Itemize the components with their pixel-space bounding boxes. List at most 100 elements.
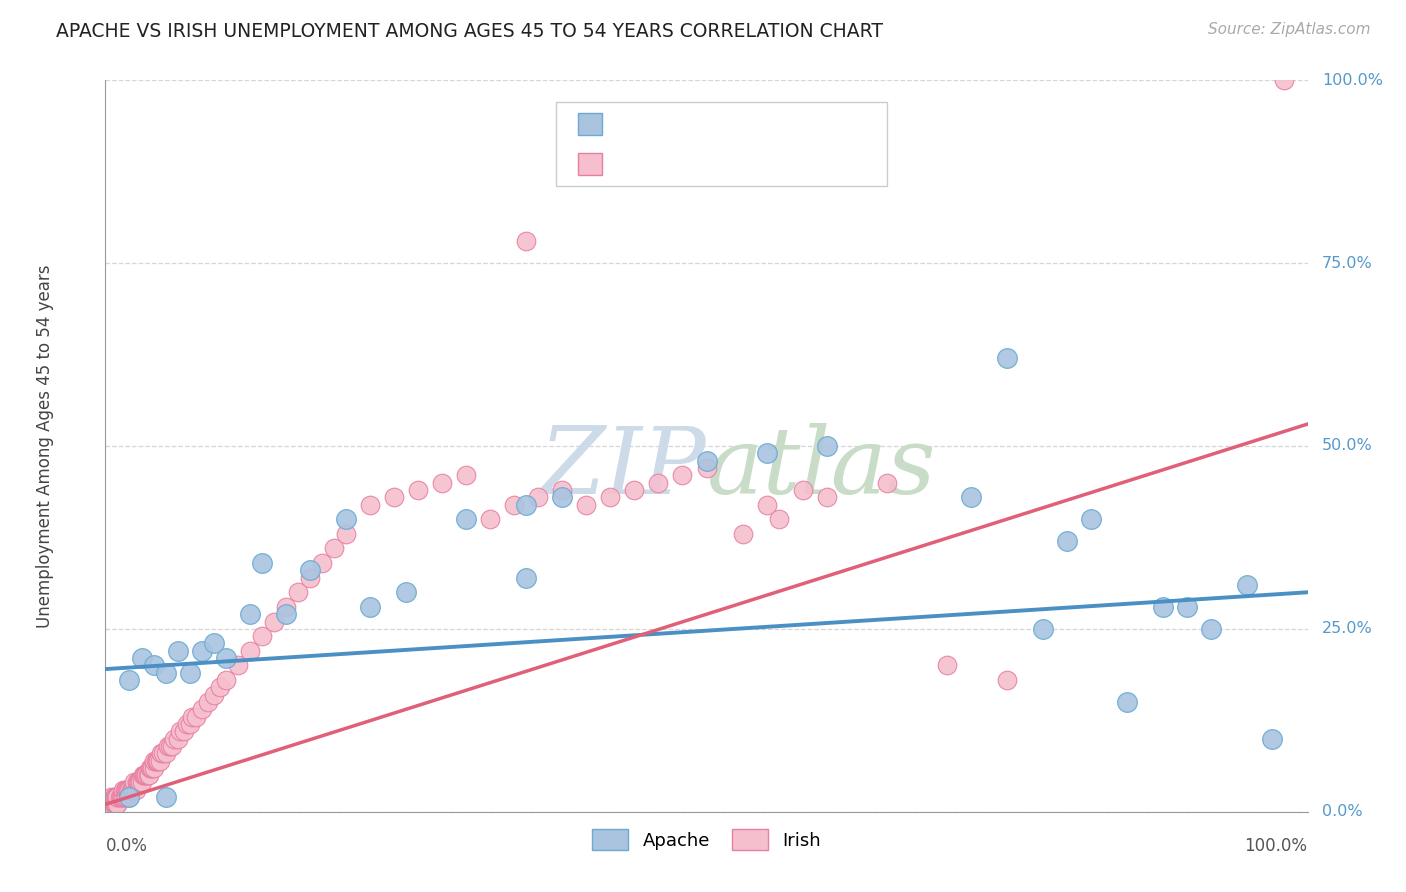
Point bbox=[138, 768, 160, 782]
Point bbox=[148, 754, 170, 768]
Point bbox=[239, 607, 262, 622]
Point bbox=[768, 512, 790, 526]
Point bbox=[671, 468, 693, 483]
Text: 75.0%: 75.0% bbox=[1322, 256, 1372, 270]
Point bbox=[111, 790, 134, 805]
Point bbox=[239, 644, 262, 658]
Point bbox=[145, 754, 167, 768]
Text: 100.0%: 100.0% bbox=[1244, 838, 1308, 855]
Point bbox=[696, 453, 718, 467]
Text: N =: N = bbox=[758, 155, 799, 173]
Point bbox=[160, 739, 183, 753]
Point bbox=[146, 754, 169, 768]
Point bbox=[139, 761, 162, 775]
Point bbox=[163, 731, 186, 746]
Point bbox=[129, 775, 152, 789]
Text: atlas: atlas bbox=[707, 423, 936, 513]
Point bbox=[551, 483, 574, 497]
FancyBboxPatch shape bbox=[578, 113, 602, 136]
Point bbox=[100, 797, 122, 812]
Point bbox=[124, 775, 146, 789]
Point bbox=[202, 688, 225, 702]
Point bbox=[159, 739, 181, 753]
Text: Unemployment Among Ages 45 to 54 years: Unemployment Among Ages 45 to 54 years bbox=[37, 264, 55, 628]
Point bbox=[184, 709, 207, 723]
Point bbox=[936, 658, 959, 673]
Point bbox=[960, 490, 983, 504]
Point bbox=[202, 636, 225, 650]
Point bbox=[132, 768, 155, 782]
Text: APACHE VS IRISH UNEMPLOYMENT AMONG AGES 45 TO 54 YEARS CORRELATION CHART: APACHE VS IRISH UNEMPLOYMENT AMONG AGES … bbox=[56, 22, 883, 41]
Point bbox=[1272, 73, 1295, 87]
Point bbox=[1116, 695, 1139, 709]
Point bbox=[128, 775, 150, 789]
Point bbox=[454, 512, 477, 526]
Point bbox=[148, 754, 170, 768]
Point bbox=[298, 571, 321, 585]
Point bbox=[792, 483, 814, 497]
Point bbox=[125, 775, 148, 789]
Point bbox=[551, 490, 574, 504]
Point bbox=[1080, 512, 1102, 526]
Point bbox=[382, 490, 405, 504]
Point bbox=[1201, 622, 1223, 636]
Text: R =: R = bbox=[623, 155, 662, 173]
Point bbox=[250, 556, 273, 570]
Point bbox=[120, 782, 142, 797]
FancyBboxPatch shape bbox=[578, 153, 602, 176]
Text: 0.0%: 0.0% bbox=[1322, 805, 1362, 819]
Point bbox=[115, 782, 138, 797]
Point bbox=[118, 782, 141, 797]
FancyBboxPatch shape bbox=[557, 103, 887, 186]
Point bbox=[335, 526, 357, 541]
Point bbox=[1260, 731, 1282, 746]
Point bbox=[995, 673, 1018, 687]
Point bbox=[115, 782, 138, 797]
Point bbox=[139, 761, 162, 775]
Text: 25.0%: 25.0% bbox=[1322, 622, 1372, 636]
Point bbox=[142, 658, 165, 673]
Point bbox=[112, 790, 135, 805]
Point bbox=[136, 768, 159, 782]
Point bbox=[107, 790, 129, 805]
Point bbox=[134, 768, 156, 782]
Point bbox=[515, 571, 537, 585]
Point bbox=[623, 483, 645, 497]
Point bbox=[142, 754, 165, 768]
Point bbox=[527, 490, 550, 504]
Point bbox=[155, 746, 177, 760]
Point bbox=[176, 717, 198, 731]
Point bbox=[141, 761, 163, 775]
Point bbox=[107, 790, 129, 805]
Point bbox=[214, 651, 236, 665]
Point bbox=[122, 782, 145, 797]
Point bbox=[149, 746, 172, 760]
Point bbox=[197, 695, 219, 709]
Point bbox=[155, 790, 177, 805]
Point bbox=[599, 490, 621, 504]
Point bbox=[876, 475, 898, 490]
Point bbox=[647, 475, 669, 490]
Point bbox=[1056, 534, 1078, 549]
Legend: Apache, Irish: Apache, Irish bbox=[585, 822, 828, 857]
Point bbox=[815, 439, 838, 453]
Point bbox=[208, 681, 231, 695]
Text: ZIP: ZIP bbox=[540, 423, 707, 513]
Text: 36: 36 bbox=[813, 115, 837, 133]
Point bbox=[190, 702, 212, 716]
Point bbox=[575, 498, 598, 512]
Point bbox=[274, 599, 297, 614]
Point bbox=[263, 615, 285, 629]
Point bbox=[104, 797, 127, 812]
Point bbox=[118, 673, 141, 687]
Text: N =: N = bbox=[758, 115, 799, 133]
Point bbox=[359, 498, 381, 512]
Point bbox=[118, 790, 141, 805]
Point bbox=[103, 790, 125, 805]
Point bbox=[1175, 599, 1198, 614]
Point bbox=[105, 790, 128, 805]
Point bbox=[335, 512, 357, 526]
Text: 0.0%: 0.0% bbox=[105, 838, 148, 855]
Point bbox=[104, 790, 127, 805]
Text: Source: ZipAtlas.com: Source: ZipAtlas.com bbox=[1208, 22, 1371, 37]
